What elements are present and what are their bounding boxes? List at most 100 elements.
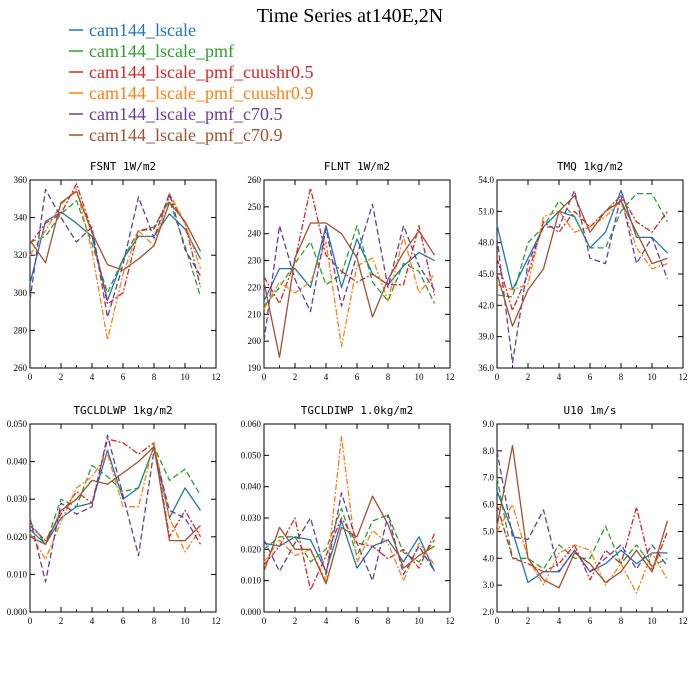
y-tick-label: 260 — [14, 363, 28, 373]
x-tick-label: 10 — [648, 372, 658, 382]
y-tick-label: 5.0 — [483, 526, 495, 536]
series-line-cam144-lscale-pmf — [496, 192, 669, 298]
x-tick-label: 10 — [415, 372, 425, 382]
series-line-cam144-lscale-pmf-cuushr0-5 — [29, 183, 202, 305]
series-line-cam144-lscale-pmf-c70-9 — [263, 222, 436, 358]
y-tick-label: 8.0 — [483, 446, 495, 456]
series-line-cam144-lscale-pmf-c70-5 — [263, 203, 436, 342]
panel-title: U10 1m/s — [564, 404, 617, 417]
chart-panel: TGCLDIWP 1.0kg/m2 0 2 4 6 8 10 12 0.000 0.010 0.02… — [241, 404, 455, 626]
y-tick-label: 250 — [248, 202, 262, 212]
legend-label: cam144_lscale_pmf_cuushr0.9 — [89, 83, 313, 103]
y-tick-label: 0.000 — [7, 607, 28, 617]
legend-label: cam144_lscale — [89, 20, 196, 40]
x-tick-label: 6 — [355, 616, 360, 626]
y-tick-label: 4.0 — [483, 553, 495, 563]
chart-panel: TMQ 1kg/m2 0 2 4 6 8 10 12 36.0 39.0 42.0 45.0 48.0 5… — [478, 160, 687, 382]
series-line-cam144-lscale — [263, 520, 436, 572]
series-line-cam144-lscale-pmf-c70-5 — [496, 189, 669, 364]
x-tick-label: 8 — [152, 372, 157, 382]
y-tick-label: 230 — [248, 256, 262, 266]
x-tick-label: 6 — [355, 372, 360, 382]
x-tick-label: 12 — [446, 372, 455, 382]
x-tick-label: 10 — [181, 616, 191, 626]
y-tick-label: 6.0 — [483, 500, 495, 510]
x-tick-label: 0 — [495, 372, 500, 382]
series-line-cam144-lscale-pmf-c70-9 — [496, 195, 668, 327]
series-line-cam144-lscale-pmf-c70-9 — [29, 190, 202, 271]
x-tick-label: 4 — [557, 616, 562, 626]
y-tick-label: 0.040 — [7, 457, 28, 467]
series-line-cam144-lscale-pmf-c70-9 — [29, 445, 201, 545]
x-tick-label: 2 — [293, 372, 298, 382]
legend-label: cam144_lscale_pmf_c70.5 — [89, 104, 282, 124]
series-line-cam144-lscale-pmf-cuushr0-5 — [263, 517, 436, 591]
x-tick-label: 10 — [181, 372, 191, 382]
panel-title: TGCLDIWP 1.0kg/m2 — [301, 404, 414, 417]
x-tick-label: 2 — [59, 616, 64, 626]
y-tick-label: 260 — [248, 175, 262, 185]
y-tick-label: 220 — [248, 282, 262, 292]
y-tick-label: 240 — [248, 229, 262, 239]
legend: cam144_lscalecam144_lscale_pmfcam144_lsc… — [69, 20, 313, 145]
plot-frame — [496, 423, 684, 613]
series-line-cam144-lscale — [496, 490, 668, 584]
x-tick-label: 4 — [90, 616, 95, 626]
panel-title: TGCLDLWP 1kg/m2 — [73, 404, 172, 417]
y-tick-label: 0.050 — [241, 450, 262, 460]
x-tick-label: 8 — [386, 616, 391, 626]
series-line-cam144-lscale-pmf — [29, 445, 202, 545]
y-tick-label: 0.020 — [241, 544, 262, 554]
y-tick-label: 210 — [248, 309, 262, 319]
x-tick-label: 0 — [262, 372, 267, 382]
y-tick-label: 200 — [248, 336, 262, 346]
y-tick-label: 0.050 — [7, 419, 28, 429]
x-tick-label: 2 — [526, 616, 531, 626]
series-line-cam144-lscale-pmf — [29, 200, 202, 297]
series-line-cam144-lscale-pmf-cuushr0-5 — [263, 187, 436, 305]
panel-title: TMQ 1kg/m2 — [557, 160, 623, 173]
y-tick-label: 48.0 — [478, 238, 494, 248]
legend-label: cam144_lscale_pmf_cuushr0.5 — [89, 62, 313, 82]
series-line-cam144-lscale-pmf-c70-9 — [496, 444, 669, 589]
legend-label: cam144_lscale_pmf — [89, 41, 234, 61]
y-tick-label: 7.0 — [483, 473, 495, 483]
x-tick-label: 4 — [324, 616, 329, 626]
chart-panel: TGCLDLWP 1kg/m2 0 2 4 6 8 10 12 0.000 0.010 0.020 0… — [7, 404, 221, 626]
panel-title: FLNT 1W/m2 — [324, 160, 390, 173]
x-tick-label: 12 — [446, 616, 455, 626]
series-line-cam144-lscale-pmf-cuushr0-5 — [496, 504, 669, 581]
y-tick-label: 45.0 — [478, 269, 494, 279]
x-tick-label: 12 — [212, 372, 221, 382]
series-line-cam144-lscale — [29, 445, 202, 545]
series-line-cam144-lscale-pmf-cuushr0-9 — [496, 503, 669, 594]
x-tick-label: 2 — [293, 616, 298, 626]
x-tick-label: 10 — [415, 616, 425, 626]
y-tick-label: 3.0 — [483, 580, 495, 590]
chart-panels: FSNT 1W/m20 2 4 6 8 10 12260280300320340360FLN… — [7, 160, 688, 626]
series-line-cam144-lscale-pmf-c70-5 — [496, 450, 669, 573]
y-tick-label: 340 — [14, 213, 28, 223]
y-tick-label: 2.0 — [483, 607, 495, 617]
series-line-cam144-lscale-pmf-cuushr0-9 — [29, 188, 202, 341]
x-tick-label: 6 — [588, 616, 593, 626]
x-tick-label: 4 — [557, 372, 562, 382]
x-tick-label: 2 — [526, 372, 531, 382]
x-tick-label: 6 — [588, 372, 593, 382]
legend-label: cam144_lscale_pmf_c70.9 — [89, 125, 282, 145]
x-tick-label: 12 — [679, 372, 688, 382]
series-line-cam144-lscale-pmf-c70-9 — [263, 495, 435, 585]
y-tick-label: 300 — [14, 288, 28, 298]
y-tick-label: 36.0 — [478, 363, 494, 373]
y-tick-label: 280 — [14, 325, 28, 335]
x-tick-label: 0 — [495, 616, 500, 626]
panel-title: FSNT 1W/m2 — [90, 160, 156, 173]
y-tick-label: 0.040 — [241, 482, 262, 492]
y-tick-label: 190 — [248, 363, 262, 373]
chart-panel: FSNT 1W/m2 0 2 4 6 8 10 12 260 280 300 320 340 360 — [14, 160, 221, 382]
series-line-cam144-lscale — [496, 189, 668, 291]
y-tick-label: 0.030 — [241, 513, 262, 523]
y-tick-label: 0.020 — [7, 532, 28, 542]
chart-panel: U10 1m/s 0 2 4 6 8 10 12 2.0 3.0 4.0 5.0 6.0 7.0 8.0 9.… — [483, 404, 688, 626]
